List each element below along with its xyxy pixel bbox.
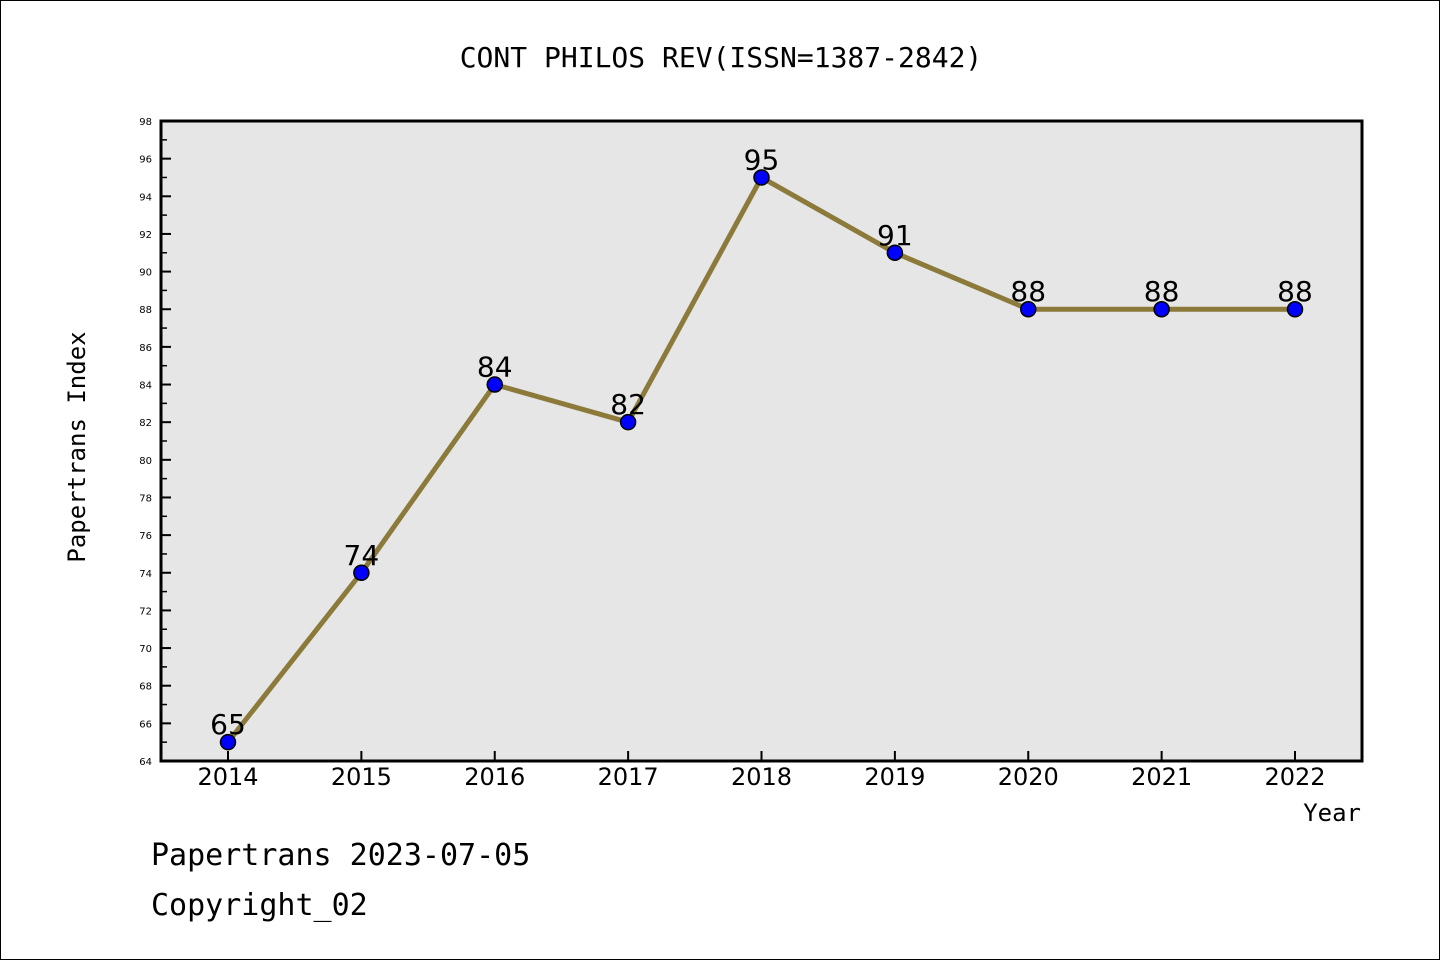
data-label: 65 <box>210 708 246 741</box>
data-point <box>1153 300 1170 318</box>
data-point <box>219 733 237 751</box>
marker-layer <box>219 169 1304 751</box>
x-tick-label: 2021 <box>1131 763 1192 791</box>
data-label: 74 <box>344 539 380 572</box>
y-tick-label: 88 <box>139 305 152 316</box>
data-label: 88 <box>1144 275 1180 308</box>
y-tick-label: 66 <box>139 719 152 730</box>
footer-date-text: Papertrans 2023-07-05 <box>151 838 530 873</box>
x-tick-label: 2018 <box>731 763 792 791</box>
data-point <box>486 376 503 393</box>
y-tick-label: 96 <box>139 155 152 166</box>
x-tick-label: 2014 <box>197 763 258 791</box>
x-axis-ticks: 2014 2015 2016 2017 2018 2019 2020 2021 2022 <box>197 751 1326 791</box>
data-point <box>619 413 637 431</box>
chart-title: CONT PHILOS REV(ISSN=1387-2842) <box>460 41 983 74</box>
y-tick-label: 84 <box>139 381 152 392</box>
y-tick-label: 76 <box>139 531 152 542</box>
y-tick-label: 94 <box>139 192 152 203</box>
data-point <box>1286 300 1304 318</box>
footer-copyright-text: Copyright_02 <box>151 888 368 923</box>
y-tick-label: 78 <box>139 493 152 504</box>
data-label: 91 <box>877 219 913 252</box>
x-tick-label: 2020 <box>998 763 1059 791</box>
x-tick-label: 2017 <box>598 763 659 791</box>
data-label: 95 <box>744 143 780 176</box>
x-tick-label: 2019 <box>864 763 925 791</box>
y-tick-label: 92 <box>139 230 152 241</box>
y-tick-label: 74 <box>139 569 152 580</box>
data-point <box>353 564 370 582</box>
y-tick-label: 72 <box>139 606 152 617</box>
plot-area <box>159 119 1364 763</box>
data-label: 88 <box>1277 275 1313 308</box>
y-tick-label: 64 <box>139 757 152 768</box>
data-point <box>753 169 770 186</box>
data-label: 82 <box>610 388 646 421</box>
data-point <box>1020 300 1037 318</box>
x-axis-label: Year <box>1303 799 1361 827</box>
y-axis-label: Papertrans Index <box>63 331 91 562</box>
y-axis-ticks: 64 66 68 70 72 74 76 78 80 82 84 86 88 90 92 94 96 98 <box>139 117 171 768</box>
x-tick-label: 2022 <box>1264 763 1325 791</box>
y-tick-label: 68 <box>139 682 152 693</box>
y-tick-label: 82 <box>139 418 152 429</box>
data-label: 88 <box>1010 275 1046 308</box>
data-label: 84 <box>477 351 513 384</box>
x-tick-label: 2016 <box>464 763 525 791</box>
y-tick-label: 90 <box>139 268 152 279</box>
x-tick-label: 2015 <box>331 763 392 791</box>
y-tick-label: 70 <box>139 644 152 655</box>
data-point <box>886 244 904 262</box>
data-label-layer: 65 74 84 82 95 91 88 88 88 <box>210 143 1313 741</box>
y-tick-label: 86 <box>139 343 152 354</box>
y-tick-label: 98 <box>139 117 152 128</box>
y-tick-label: 80 <box>139 456 152 467</box>
